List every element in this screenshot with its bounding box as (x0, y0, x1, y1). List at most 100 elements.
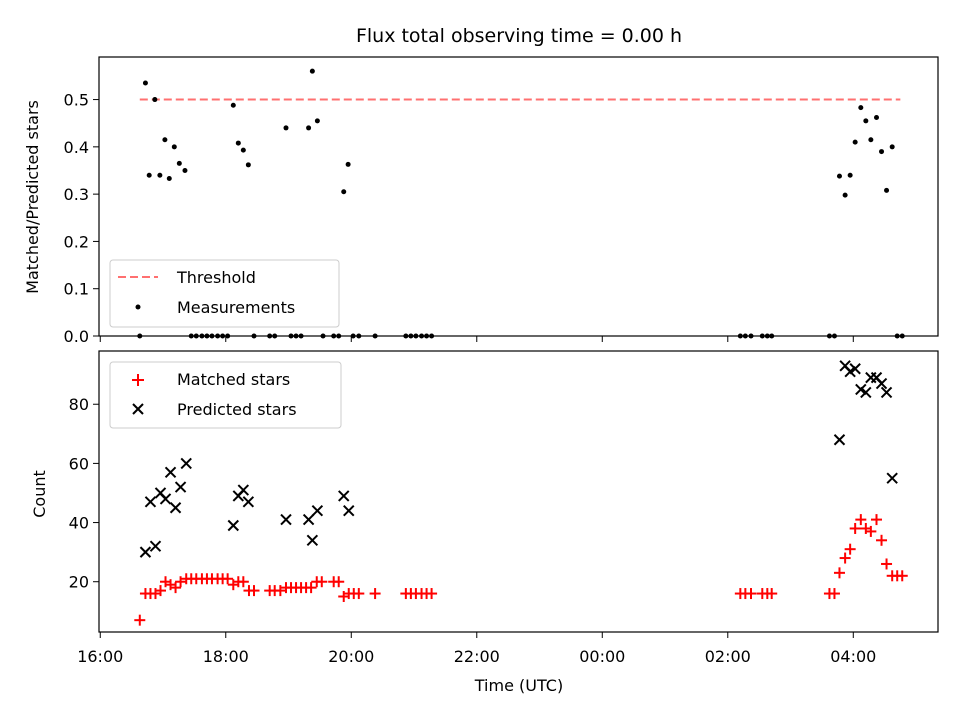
predicted-star-point (169, 502, 182, 514)
legend-predicted-label: Predicted stars (177, 400, 297, 419)
predicted-star-point (174, 481, 187, 493)
predicted-star-point (302, 513, 315, 526)
matched-star-point (222, 573, 234, 585)
bottom-x-tick-label: 00:00 (579, 647, 625, 666)
predicted-star-point (242, 496, 255, 508)
predicted-star-stroke-b (306, 534, 319, 547)
matched-star-point (154, 585, 166, 597)
predicted-star-point (306, 534, 319, 547)
measurement-point (874, 115, 880, 121)
matched-star-point (353, 588, 365, 600)
matched-star-point (237, 576, 249, 588)
predicted-star-stroke-b (833, 434, 846, 446)
legend-predicted-swatch (132, 403, 144, 415)
bottom-y-tick-label: 40 (69, 514, 89, 533)
measurement-point (836, 173, 842, 179)
predicted-star-stroke-b (338, 490, 350, 502)
measurement-point (884, 187, 890, 193)
measurement-point (306, 125, 312, 131)
matched-star-point (369, 588, 381, 600)
measurement-point (235, 140, 241, 146)
top-y-tick-label: 0.1 (64, 280, 89, 299)
top-panel: 0.0 0.1 0.2 0.3 0.4 0.5 Matched/Predicted sta… (23, 56, 939, 346)
bottom-x-tick-label: 22:00 (454, 647, 500, 666)
legend-measurements-label: Measurements (177, 298, 295, 317)
matched-star-point (426, 588, 438, 600)
predicted-star-stroke-b (154, 487, 167, 499)
matched-star-point (849, 522, 861, 534)
predicted-star-stroke-b (159, 493, 172, 505)
matched-star-point (248, 585, 260, 597)
predicted-star-stroke-b (227, 519, 239, 532)
predicted-star-stroke-b (149, 540, 162, 552)
bottom-x-tick-label: 18:00 (203, 647, 249, 666)
bottom-plot-area (134, 360, 908, 626)
top-y-tick-label: 0.0 (64, 327, 89, 346)
matched-star-point (305, 582, 317, 594)
legend-measurements-swatch (135, 304, 141, 310)
predicted-star-point (237, 484, 250, 496)
measurement-point (152, 97, 158, 103)
predicted-star-stroke-b (880, 386, 893, 399)
measurement-point (879, 149, 885, 155)
predicted-star-point (149, 540, 162, 552)
predicted-star-stroke-b (280, 513, 292, 526)
legend-matched-swatch (132, 374, 144, 386)
predicted-star-point (159, 493, 172, 505)
bottom-legend: Matched stars Predicted stars (109, 361, 342, 429)
predicted-star-stroke-b (855, 383, 867, 396)
predicted-star-point (338, 490, 350, 502)
predicted-star-point (180, 457, 192, 470)
measurement-point (283, 125, 289, 131)
measurement-point (162, 137, 168, 143)
matched-star-point (881, 558, 893, 570)
top-y-axis-label: Matched/Predicted stars (23, 100, 42, 294)
predicted-star-point (860, 386, 872, 399)
predicted-star-stroke-b (849, 363, 861, 375)
matched-star-point (134, 614, 146, 626)
top-legend-box (109, 259, 340, 328)
predicted-star-point (164, 466, 177, 478)
bottom-y-axis-label: Count (30, 470, 49, 518)
measurement-point (858, 105, 864, 111)
matched-star-point (274, 585, 286, 597)
predicted-star-stroke-b (164, 466, 177, 478)
predicted-star-stroke-b (875, 377, 888, 390)
top-y-tick-label: 0.5 (64, 91, 89, 110)
predicted-star-stroke-b (237, 484, 250, 496)
predicted-star-point (343, 505, 355, 517)
predicted-star-stroke-b (870, 371, 883, 384)
matched-star-point (175, 576, 187, 588)
measurement-point (314, 118, 320, 124)
predicted-star-stroke-b (311, 505, 324, 517)
top-y-tick-label: 0.3 (64, 185, 89, 204)
bottom-x-tick-label: 20:00 (328, 647, 374, 666)
bottom-y-tick-label: 60 (69, 454, 89, 473)
predicted-star-stroke-b (144, 496, 157, 508)
matched-star-point (855, 514, 867, 526)
top-chart-title: Flux total observing time = 0.00 h (356, 25, 682, 47)
measurement-point (146, 172, 152, 178)
top-x-axis (99, 336, 854, 342)
top-y-tick-label: 0.4 (64, 138, 89, 157)
measurement-point (309, 68, 315, 74)
matched-star-point (828, 588, 840, 600)
matched-star-point (876, 534, 888, 546)
predicted-star-point (139, 546, 152, 558)
measurement-point (863, 118, 869, 124)
top-y-tick-label: 0.2 (64, 232, 89, 251)
bottom-panel: 20 40 60 80 16:00 18:00 20:00 22:00 00:00 02:00 0… (30, 350, 939, 695)
predicted-star-point (311, 505, 324, 517)
predicted-star-stroke-b (174, 481, 187, 493)
predicted-star-stroke-b (886, 472, 898, 484)
bottom-x-tick-label: 16:00 (77, 647, 123, 666)
measurement-point (166, 176, 172, 182)
measurement-point (157, 172, 163, 178)
top-panel-frame (98, 56, 939, 337)
predicted-star-point (849, 363, 861, 375)
predicted-star-point (886, 472, 898, 484)
legend-threshold-label: Threshold (176, 268, 256, 287)
measurement-point (230, 102, 236, 108)
